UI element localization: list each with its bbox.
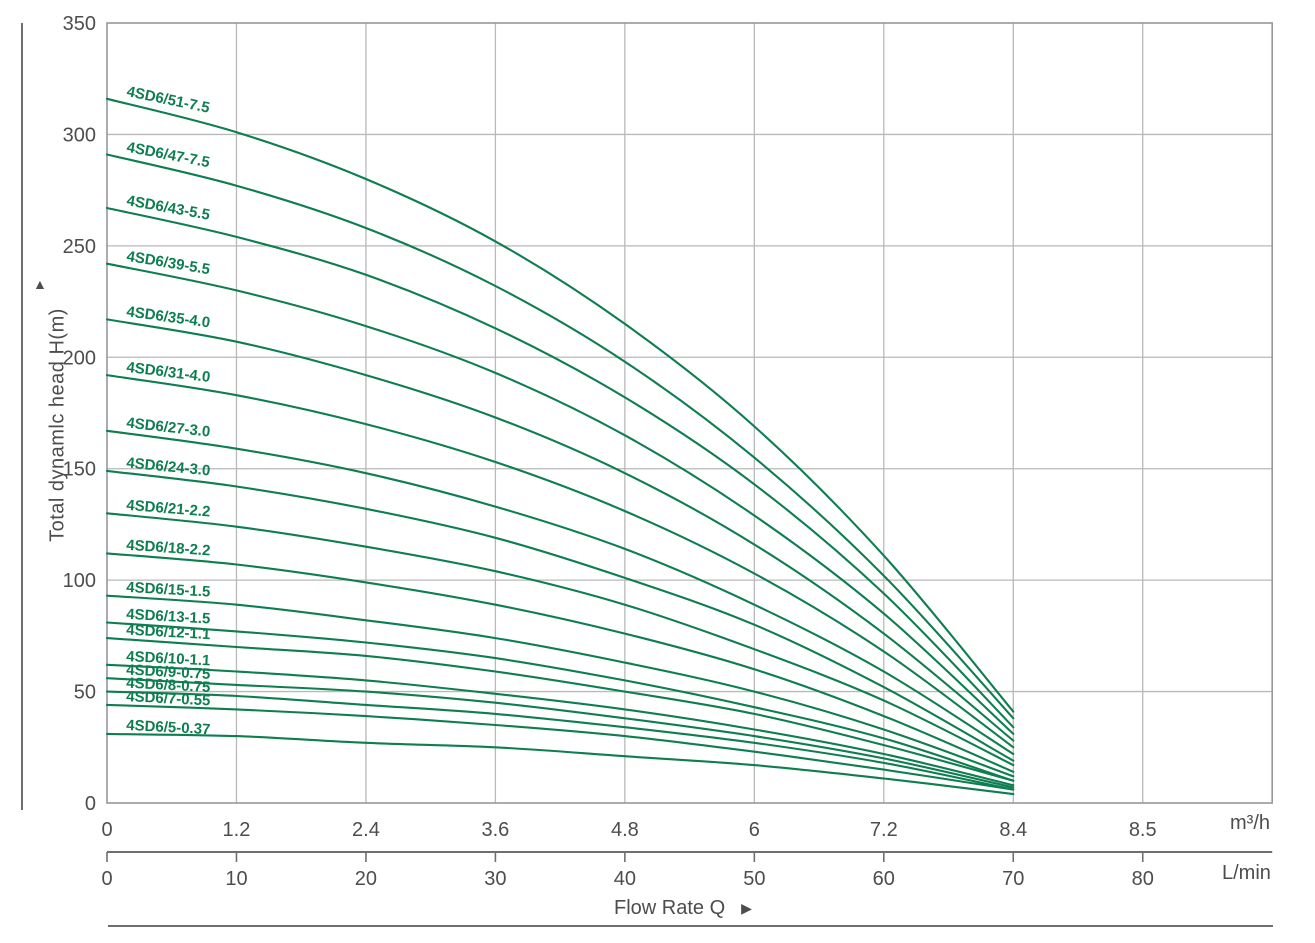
curve-label: 4SD6/21-2.2 <box>126 497 211 521</box>
x-tick-label-m3h: 1.2 <box>223 819 251 841</box>
right-arrow-icon: ▶ <box>741 900 752 916</box>
x-tick-label-lmin: 70 <box>1002 868 1024 890</box>
curve-label: 4SD6/47-7.5 <box>125 139 211 171</box>
y-tick-label: 0 <box>85 793 96 815</box>
curve-label: 4SD6/27-3.0 <box>126 415 212 441</box>
pump-curve <box>105 594 1015 778</box>
pump-curve <box>105 677 1015 789</box>
x-tick-label-m3h: 2.4 <box>352 819 380 841</box>
x-tick-label-m3h: 8.4 <box>999 819 1027 841</box>
x-tick-label-lmin: 20 <box>355 868 377 890</box>
x-tick-label-lmin: 10 <box>225 868 247 890</box>
pump-curve <box>105 262 1015 735</box>
pump-curve <box>105 153 1015 720</box>
pump-curve <box>105 663 1015 787</box>
pump-curve <box>105 429 1015 756</box>
pump-curve <box>105 690 1015 791</box>
curve-label: 4SD6/8-0.75 <box>126 675 211 696</box>
curve-label: 4SD6/5-0.37 <box>126 717 211 738</box>
curve-label: 4SD6/39-5.5 <box>125 248 211 278</box>
curve-label: 4SD6/43-5.5 <box>125 192 211 224</box>
y-axis-title: Total dynamlc head H(m) <box>46 308 69 542</box>
y-tick-label: 350 <box>63 13 96 35</box>
y-tick-label: 100 <box>63 570 96 592</box>
pump-curve <box>105 552 1015 773</box>
y-tick-label: 250 <box>63 236 96 258</box>
pump-curve <box>105 469 1015 762</box>
x-tick-label-lmin: 40 <box>614 868 636 890</box>
pump-curve <box>105 512 1015 767</box>
x-tick-label-m3h: 7.2 <box>870 819 898 841</box>
x-axis-unit-m3h: m³/h <box>1230 812 1270 834</box>
pump-curve <box>105 621 1015 782</box>
x-tick-label-m3h: 8.5 <box>1129 819 1157 841</box>
x-tick-label-m3h: 6 <box>749 819 760 841</box>
curve-label: 4SD6/10-1.1 <box>126 648 211 669</box>
x-tick-label-lmin: 50 <box>743 868 765 890</box>
curve-label: 4SD6/9-0.75 <box>126 662 211 683</box>
pump-curve <box>105 732 1015 796</box>
pump-curve <box>105 318 1015 742</box>
x-axis-title: Flow Rate Q ▶ <box>614 897 752 920</box>
pump-curve <box>105 206 1015 729</box>
y-tick-label: 300 <box>63 124 96 146</box>
x-tick-label-lmin: 60 <box>873 868 895 890</box>
y-tick-label: 150 <box>63 459 96 481</box>
x-tick-label-lmin: 0 <box>101 868 112 890</box>
curve-label: 4SD6/35-4.0 <box>125 303 211 331</box>
curve-label: 4SD6/31-4.0 <box>126 359 212 386</box>
pump-curve <box>105 703 1015 791</box>
pump-curve <box>105 97 1015 713</box>
x-tick-label-m3h: 4.8 <box>611 819 639 841</box>
curve-label: 4SD6/18-2.2 <box>126 537 211 560</box>
x-tick-label-m3h: 0 <box>101 819 112 841</box>
x-axis-unit-lmin: L/min <box>1222 862 1271 884</box>
y-tick-label: 50 <box>74 682 96 704</box>
plot-border <box>106 22 1273 804</box>
x-tick-label-m3h: 3.6 <box>481 819 509 841</box>
y-tick-label: 200 <box>63 347 96 369</box>
curve-label: 4SD6/12-1.1 <box>126 622 211 644</box>
curve-label: 4SD6/24-3.0 <box>126 455 211 480</box>
x-tick-label-lmin: 80 <box>1132 868 1154 890</box>
pump-curve <box>105 637 1015 782</box>
curve-label: 4SD6/13-1.5 <box>126 606 211 628</box>
curve-label: 4SD6/51-7.5 <box>125 83 211 117</box>
curve-label: 4SD6/7-0.55 <box>126 688 211 709</box>
pump-curve <box>105 374 1015 749</box>
x-tick-label-lmin: 30 <box>484 868 506 890</box>
x-axis-title-text: Flow Rate Q <box>614 897 726 919</box>
curve-label: 4SD6/15-1.5 <box>126 579 211 601</box>
up-arrow-icon: ▲ <box>33 276 47 292</box>
